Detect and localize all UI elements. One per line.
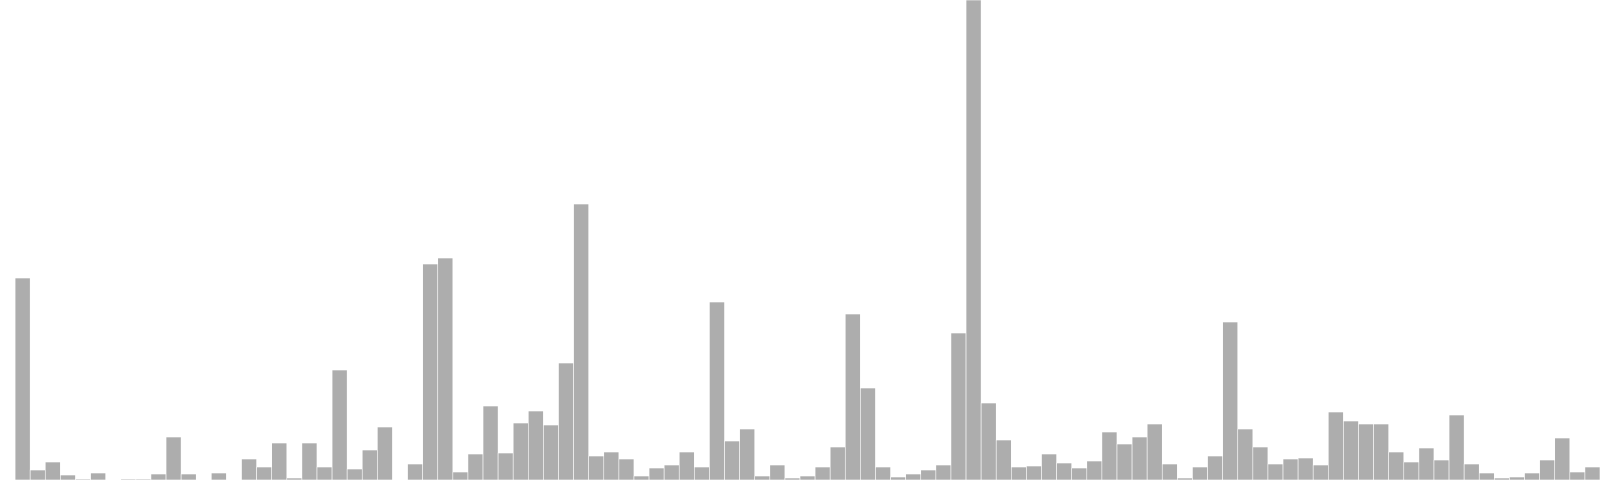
bar-34 (512, 422, 529, 480)
bar-104 (1569, 471, 1586, 480)
bar-22 (331, 369, 348, 480)
bar-80 (1207, 455, 1223, 480)
bar-85 (1282, 458, 1299, 480)
bar-95 (1433, 459, 1450, 480)
bar-33 (497, 452, 514, 480)
bar-3 (44, 461, 61, 480)
bar-45 (678, 451, 695, 480)
bar-48 (724, 440, 740, 480)
bar-44 (663, 464, 680, 480)
bar-53 (799, 475, 816, 480)
bar-23 (346, 468, 363, 480)
bar-91 (1373, 423, 1389, 480)
bar-38 (573, 203, 589, 480)
bar-37 (558, 362, 574, 480)
bar-98 (1478, 472, 1495, 480)
bar-46 (694, 466, 710, 480)
bar-79 (1192, 466, 1208, 480)
bar-57 (860, 387, 876, 480)
bar-102 (1539, 459, 1556, 480)
bar-93 (1403, 461, 1420, 480)
bar-21 (316, 466, 333, 480)
bar-11 (165, 436, 182, 480)
bar-103 (1554, 437, 1571, 480)
bar-40 (603, 451, 620, 480)
bar-101 (1524, 472, 1540, 480)
bar-49 (739, 428, 756, 480)
bar-86 (1297, 457, 1314, 480)
bar-50 (754, 475, 771, 480)
bar-42 (633, 475, 650, 480)
bar-89 (1343, 420, 1359, 480)
bar-60 (905, 473, 922, 480)
bar-61 (920, 469, 937, 480)
bar-69 (1041, 453, 1057, 480)
bar-58 (875, 466, 891, 480)
bar-68 (1026, 465, 1042, 480)
bar-94 (1418, 447, 1435, 480)
bar-2 (29, 469, 46, 480)
bar-97 (1463, 463, 1480, 480)
bar-88 (1328, 411, 1344, 480)
bar-75 (1131, 436, 1148, 480)
bar-25 (377, 426, 393, 480)
bar-81 (1222, 321, 1239, 480)
bar-87 (1312, 464, 1329, 480)
bar-73 (1101, 431, 1118, 480)
bar-66 (995, 439, 1012, 480)
bar-27 (407, 463, 423, 480)
bar-17 (256, 466, 272, 480)
bar-41 (618, 458, 635, 480)
bar-56 (844, 313, 861, 480)
bar-31 (467, 453, 484, 480)
bar-84 (1267, 463, 1284, 480)
bar-62 (935, 464, 952, 480)
bar-90 (1358, 423, 1374, 480)
bar-10 (150, 473, 167, 480)
bar-55 (829, 446, 846, 480)
bar-20 (301, 442, 318, 480)
bar-43 (648, 467, 665, 480)
bar-30 (452, 471, 469, 480)
bar-32 (482, 405, 499, 480)
bar-71 (1071, 467, 1088, 480)
bar-1 (14, 277, 31, 480)
bar-16 (241, 458, 257, 480)
bar-105 (1584, 466, 1600, 480)
bar-54 (814, 466, 831, 480)
bar-76 (1146, 423, 1163, 480)
bar-65 (980, 402, 997, 480)
bar-83 (1252, 446, 1269, 480)
bars-group (14, 0, 1600, 480)
bar-72 (1086, 460, 1103, 480)
bar-92 (1388, 451, 1405, 480)
bar-63 (950, 332, 967, 480)
bar-14 (211, 472, 227, 480)
bar-51 (769, 464, 786, 480)
bar-36 (543, 424, 559, 480)
bar-70 (1056, 462, 1072, 480)
bar-47 (709, 301, 725, 480)
bar-77 (1161, 463, 1178, 480)
bar-29 (437, 257, 454, 480)
bar-67 (1011, 466, 1027, 480)
bar-4 (60, 474, 76, 480)
bar-18 (271, 442, 288, 480)
bar-28 (422, 263, 439, 480)
bar-24 (361, 449, 378, 480)
bar-35 (527, 410, 544, 480)
bar-96 (1448, 414, 1465, 480)
bar-74 (1116, 443, 1133, 480)
bar-12 (180, 473, 197, 480)
bar-64 (965, 0, 982, 480)
bar-82 (1237, 428, 1254, 480)
bar-6 (90, 472, 106, 480)
bar-39 (588, 455, 605, 480)
